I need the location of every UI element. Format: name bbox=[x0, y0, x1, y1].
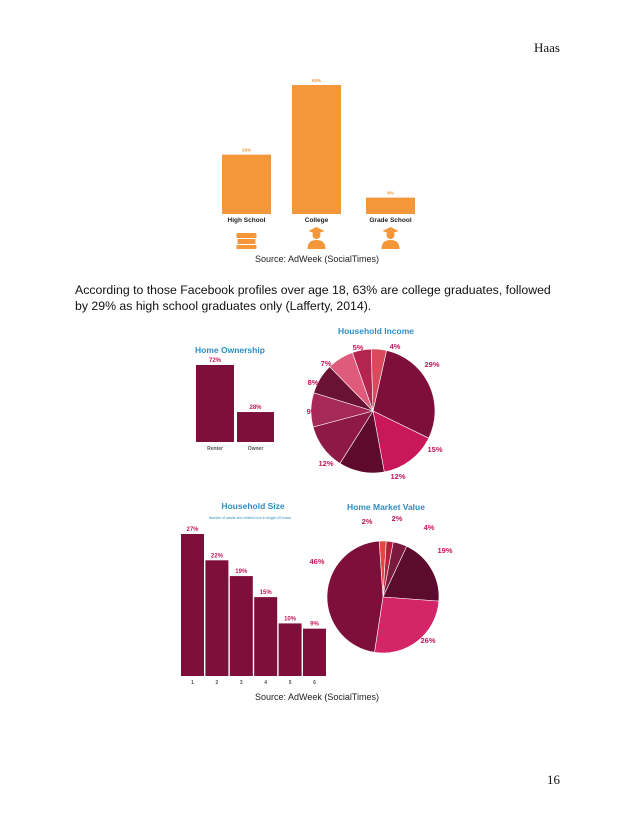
category-label: 6 bbox=[313, 680, 316, 686]
market-slice-label: 2% bbox=[392, 514, 403, 523]
category-label: Owner bbox=[248, 446, 264, 452]
income-slice bbox=[370, 348, 387, 412]
category-label: 2 bbox=[216, 680, 219, 686]
chart-title: Household Income bbox=[338, 326, 414, 336]
market-slice bbox=[326, 540, 384, 653]
home-market-value-chart: Home Market Value 2% 2% 4% 19% 26% 46% bbox=[309, 502, 453, 654]
income-slice bbox=[372, 350, 436, 439]
data-label: 9% bbox=[310, 622, 319, 628]
income-slice-label: 29% bbox=[424, 360, 439, 369]
category-label: 1 bbox=[191, 680, 194, 686]
household-income-chart: Household Income 29% 15% 12% 12% 9% 8% 7% 5% 4% bbox=[307, 326, 443, 481]
data-label: 72% bbox=[209, 358, 222, 364]
chart-title: Home Market Value bbox=[347, 502, 425, 512]
bar-size-2 bbox=[205, 560, 229, 676]
bar-size-5 bbox=[278, 623, 302, 676]
home-ownership-chart: Home Ownership 72% Renter 28% Owner bbox=[195, 345, 274, 452]
data-label: 15% bbox=[260, 590, 273, 596]
chart-title: Household Size bbox=[221, 501, 285, 511]
student-icon bbox=[381, 227, 400, 249]
bar-renter bbox=[196, 365, 234, 442]
education-icons bbox=[236, 227, 400, 249]
category-label: Renter bbox=[207, 446, 223, 452]
income-slice bbox=[372, 410, 430, 473]
market-slice bbox=[382, 545, 440, 602]
income-slice-label: 15% bbox=[427, 445, 442, 454]
bar-size-6 bbox=[303, 628, 326, 676]
bar-college bbox=[292, 85, 341, 214]
data-label: 29% bbox=[242, 148, 251, 153]
data-label: 8% bbox=[387, 191, 394, 196]
market-slice bbox=[374, 596, 440, 654]
income-slice-label: 5% bbox=[353, 343, 364, 352]
bar-owner bbox=[237, 412, 274, 442]
chart-title: Home Ownership bbox=[195, 345, 265, 355]
education-bar-chart: 29% High School 63% College 8% Grade School bbox=[222, 78, 415, 224]
data-label: 10% bbox=[284, 616, 297, 622]
graduate-icon bbox=[307, 227, 326, 249]
book-stack-icon bbox=[236, 233, 257, 249]
market-slice-label: 4% bbox=[424, 523, 435, 532]
bar-size-4 bbox=[254, 597, 278, 676]
category-label: 3 bbox=[240, 680, 243, 686]
category-label: 4 bbox=[264, 680, 267, 686]
data-label: 28% bbox=[249, 405, 262, 411]
category-label: 5 bbox=[289, 680, 292, 686]
income-slice-label: 9% bbox=[307, 407, 318, 416]
income-slice-label: 12% bbox=[318, 459, 333, 468]
body-paragraph: According to those Facebook profiles ove… bbox=[75, 283, 551, 313]
source-caption-2: Source: AdWeek (SocialTimes) bbox=[255, 692, 380, 702]
data-label: 22% bbox=[211, 553, 224, 559]
market-slice-label: 26% bbox=[420, 636, 435, 645]
bar-size-3 bbox=[229, 576, 253, 676]
market-slice-label: 19% bbox=[437, 546, 452, 555]
category-label: High School bbox=[228, 217, 266, 224]
data-label: 27% bbox=[186, 527, 199, 533]
data-label: 63% bbox=[312, 78, 321, 83]
bar-grade-school bbox=[366, 197, 415, 214]
household-size-chart: Household Size Number of adults and child… bbox=[181, 501, 326, 686]
data-label: 19% bbox=[235, 569, 248, 575]
source-caption-1: Source: AdWeek (SocialTimes) bbox=[255, 254, 380, 264]
category-label: College bbox=[305, 217, 329, 224]
bar-high-school bbox=[222, 154, 271, 214]
income-slice-label: 4% bbox=[390, 342, 401, 351]
income-slice-label: 12% bbox=[390, 472, 405, 481]
income-slice-label: 8% bbox=[308, 378, 319, 387]
bar-size-1 bbox=[181, 534, 204, 676]
chart-subtitle: Number of adults and children live in si… bbox=[209, 516, 291, 520]
header-author-name: Haas bbox=[534, 40, 560, 55]
category-label: Grade School bbox=[369, 217, 411, 224]
market-slice-label: 2% bbox=[362, 517, 373, 526]
market-slice-label: 46% bbox=[309, 557, 324, 566]
page-number: 16 bbox=[547, 772, 560, 787]
income-slice-label: 7% bbox=[321, 359, 332, 368]
